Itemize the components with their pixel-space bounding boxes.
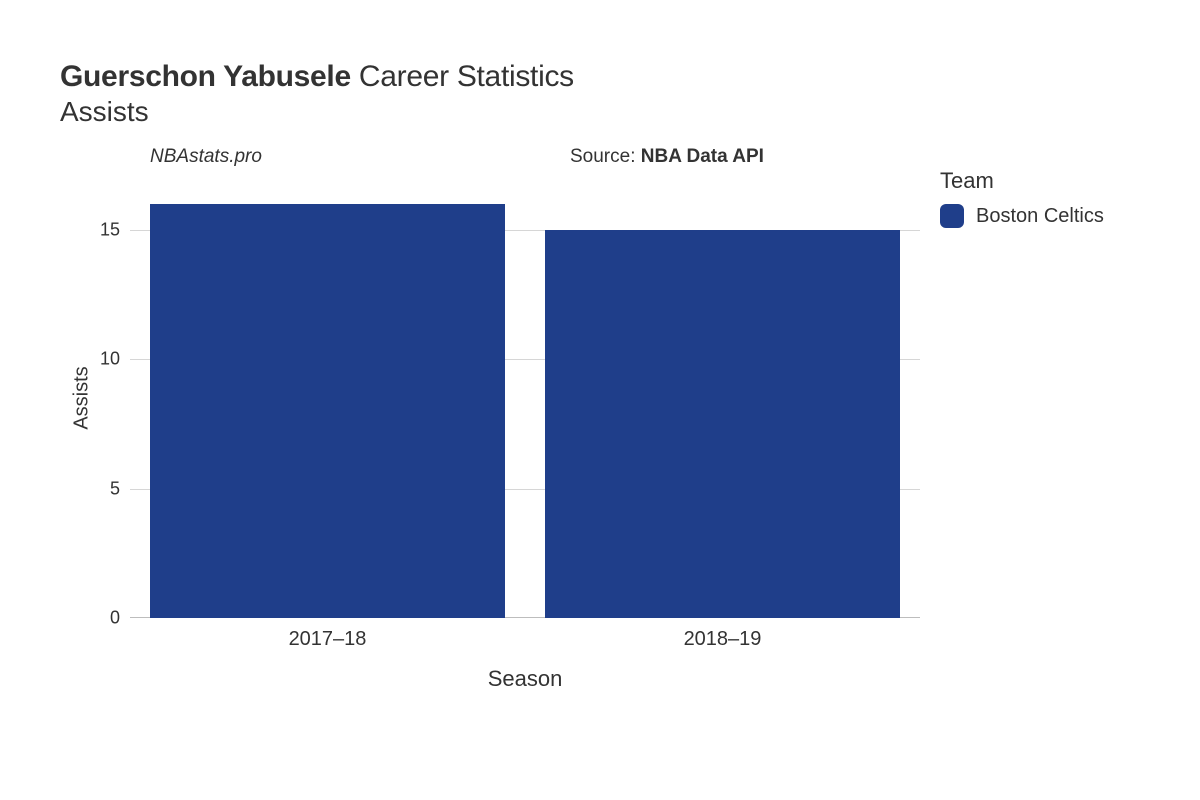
legend-title: Team bbox=[940, 168, 1104, 194]
legend-label: Boston Celtics bbox=[976, 205, 1104, 228]
legend-swatch bbox=[940, 204, 964, 228]
player-name: Guerschon Yabusele bbox=[60, 60, 351, 93]
bar-slot bbox=[525, 178, 920, 618]
source-name: NBA Data API bbox=[641, 146, 764, 167]
x-tick-label: 2017–18 bbox=[289, 618, 367, 651]
chart-title: Guerschon Yabusele Career Statistics bbox=[60, 60, 1140, 94]
y-tick-label: 5 bbox=[110, 478, 130, 499]
legend-item: Boston Celtics bbox=[940, 204, 1104, 228]
source-prefix: Source: bbox=[570, 146, 641, 167]
legend-items: Boston Celtics bbox=[940, 204, 1104, 228]
bar bbox=[545, 230, 901, 618]
y-tick-label: 0 bbox=[110, 608, 130, 629]
y-tick-label: 10 bbox=[100, 349, 130, 370]
x-tick-label: 2018–19 bbox=[684, 618, 762, 651]
title-suffix: Career Statistics bbox=[351, 60, 574, 93]
annotation-source: Source: NBA Data API bbox=[570, 146, 764, 168]
plot-area: 051015 2017–182018–19 Assists Season bbox=[130, 178, 920, 618]
legend: Team Boston Celtics bbox=[940, 168, 1104, 228]
bar bbox=[150, 204, 506, 618]
chart-region: NBAstats.pro Source: NBA Data API 051015… bbox=[60, 146, 1140, 706]
chart-container: Guerschon Yabusele Career Statistics Ass… bbox=[0, 0, 1200, 800]
bar-slot bbox=[130, 178, 525, 618]
y-tick-label: 15 bbox=[100, 219, 130, 240]
chart-subtitle: Assists bbox=[60, 96, 1140, 128]
x-axis-label: Season bbox=[488, 666, 563, 692]
y-axis-label: Assists bbox=[71, 366, 94, 429]
annotation-site: NBAstats.pro bbox=[150, 146, 262, 168]
bars-group bbox=[130, 178, 920, 618]
title-block: Guerschon Yabusele Career Statistics Ass… bbox=[60, 60, 1140, 128]
